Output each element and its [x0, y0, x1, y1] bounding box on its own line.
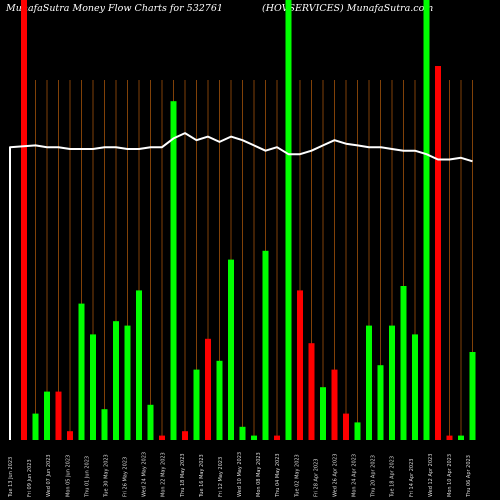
- x-tick-label: Tue 18 Apr 2023: [390, 456, 396, 498]
- x-tick-label: Wed 07 Jun 2023: [46, 454, 52, 497]
- x-tick-label: Tue 02 May 2023: [294, 454, 300, 498]
- money-flow-bar: [32, 413, 39, 440]
- x-tick-label: Fri 28 Apr 2023: [313, 459, 319, 497]
- money-flow-bar: [446, 435, 453, 440]
- x-tick-label: Tue 16 May 2023: [199, 454, 205, 498]
- chart-subtitle: (HOVSERVICES) MunafaSutra.com: [262, 3, 433, 14]
- money-flow-bars: [21, 0, 476, 440]
- price-line-layer: [9, 132, 473, 440]
- money-flow-bar: [331, 369, 338, 440]
- money-flow-bar: [412, 334, 418, 440]
- money-flow-bar: [377, 365, 384, 440]
- money-flow-bar: [400, 286, 407, 440]
- money-flow-bar: [136, 290, 142, 440]
- x-tick-label: Fri 12 May 2023: [218, 457, 224, 497]
- x-tick-label: Wed 24 May 2023: [142, 452, 148, 497]
- x-tick-label: Mon 22 May 2023: [161, 452, 167, 497]
- money-flow-bar: [90, 334, 96, 440]
- money-flow-bar: [239, 426, 246, 440]
- x-tick-label: Mon 10 Apr 2023: [447, 454, 453, 497]
- x-tick-label: Fri 14 Apr 2023: [409, 459, 415, 497]
- x-tick-label: Mon 24 Apr 2023: [352, 454, 358, 497]
- money-flow-bar: [205, 338, 211, 440]
- money-flow-bar: [274, 435, 280, 440]
- money-flow-bar: [21, 0, 27, 440]
- money-flow-bar: [354, 422, 361, 440]
- x-tick-label: Wed 10 May 2023: [237, 452, 243, 497]
- money-flow-bar: [159, 435, 165, 440]
- money-flow-bar: [435, 66, 441, 440]
- x-tick-label: Wed 12 Apr 2023: [428, 454, 434, 497]
- x-tick-label: Wed 26 Apr 2023: [332, 454, 338, 497]
- money-flow-bar: [343, 413, 349, 440]
- x-tick-label: Tue 30 May 2023: [103, 454, 109, 498]
- money-flow-bar: [193, 369, 200, 440]
- x-tick-label: Fri 26 May 2023: [123, 457, 129, 497]
- money-flow-bar: [67, 431, 73, 440]
- money-flow-bar: [366, 325, 372, 440]
- money-flow-bar: [113, 321, 119, 440]
- x-tick-label: Mon 08 May 2023: [256, 452, 262, 497]
- x-tick-label: Tue 13 Jun 2023: [8, 457, 14, 498]
- money-flow-bar: [78, 303, 85, 440]
- money-flow-bar: [285, 0, 292, 440]
- x-tick-label: Mon 05 Jun 2023: [65, 455, 71, 497]
- money-flow-bar: [101, 409, 108, 440]
- x-tick-label: Thu 06 Apr 2023: [466, 455, 472, 498]
- money-flow-bar: [251, 435, 257, 440]
- chart-title: MunafaSutra Money Flow Charts for 532761: [5, 3, 223, 14]
- money-flow-bar: [308, 343, 315, 440]
- x-tick-label: Thu 20 Apr 2023: [371, 455, 377, 498]
- money-flow-bar: [216, 360, 223, 440]
- x-tick-label: Fri 09 Jun 2023: [27, 459, 33, 497]
- x-tick-label: Thu 01 Jun 2023: [84, 456, 90, 498]
- money-flow-bar: [55, 391, 62, 440]
- money-flow-bar: [228, 259, 234, 440]
- money-flow-bar: [44, 391, 50, 440]
- money-flow-bar: [147, 404, 154, 440]
- money-flow-bar: [320, 387, 326, 440]
- money-flow-bar: [458, 435, 464, 440]
- x-tick-label: Thu 04 May 2023: [275, 453, 281, 498]
- money-flow-bar: [469, 352, 476, 440]
- money-flow-bar: [170, 101, 177, 440]
- money-flow-bar: [423, 0, 430, 440]
- price-line: [9, 132, 473, 440]
- money-flow-bar: [262, 250, 269, 440]
- money-flow-bar: [124, 325, 131, 440]
- money-flow-bar: [389, 325, 395, 440]
- money-flow-bar: [297, 290, 303, 440]
- money-flow-bar: [182, 431, 188, 440]
- x-tick-label: Thu 18 May 2023: [180, 453, 186, 498]
- x-axis-ticks: Tue 13 Jun 2023 Fri 09 Jun 2023 Wed 07 Jun…: [8, 452, 472, 498]
